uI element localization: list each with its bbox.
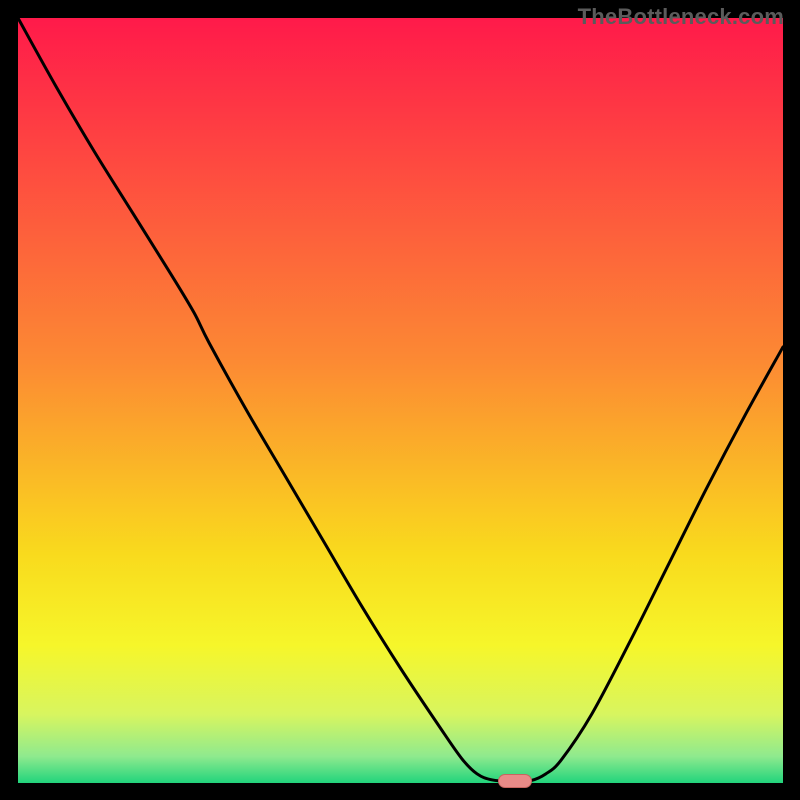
bottleneck-curve <box>18 18 783 783</box>
optimum-marker <box>498 774 532 788</box>
frame: TheBottleneck.com <box>0 0 800 800</box>
plot-area <box>18 18 783 783</box>
curve-path <box>18 18 783 782</box>
watermark-text: TheBottleneck.com <box>578 4 784 30</box>
